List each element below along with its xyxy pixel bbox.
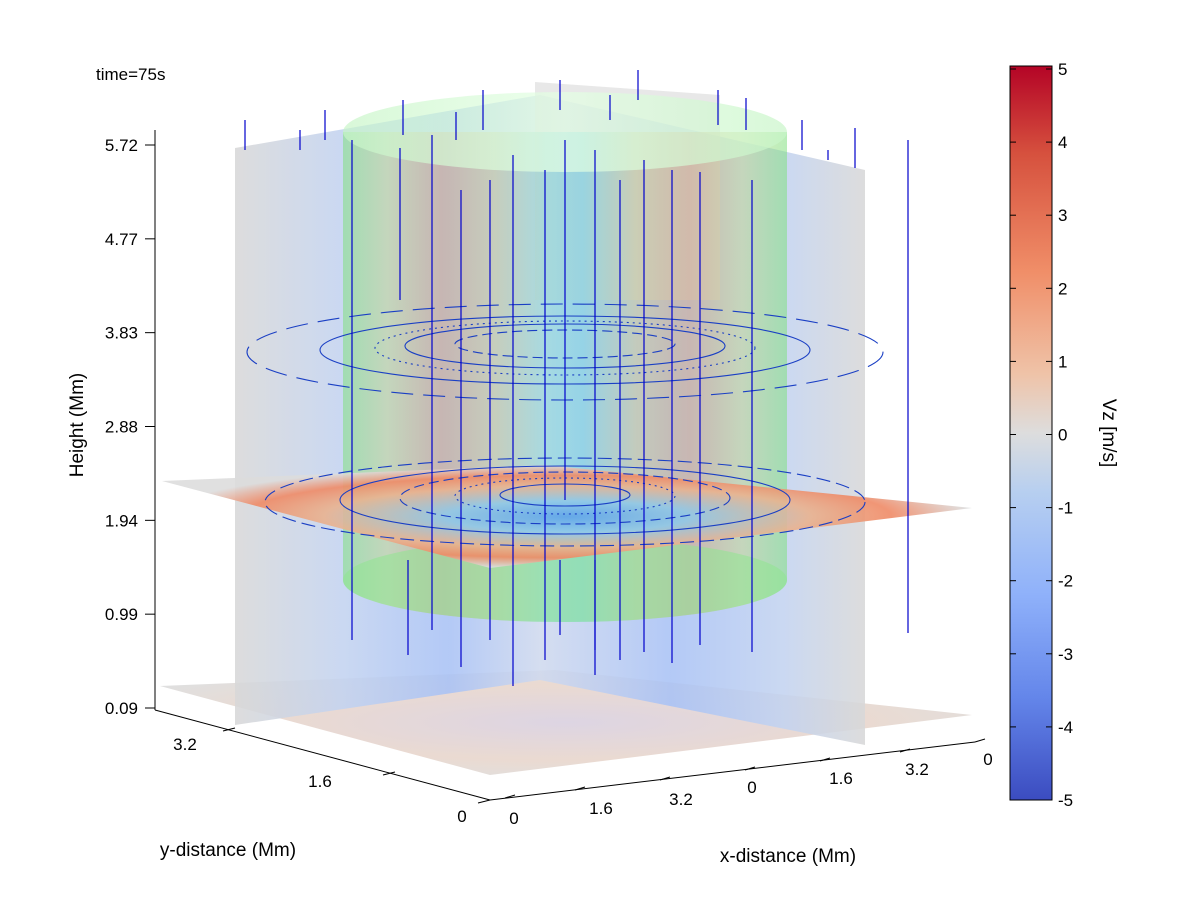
y-axis-line xyxy=(154,709,491,801)
y-axis-ticks: 0 1.6 3.2 xyxy=(173,727,491,826)
y-tick-label: 3.2 xyxy=(173,735,197,754)
colorbar-tick-label: 0 xyxy=(1058,426,1067,445)
x-tick-mark xyxy=(504,794,516,799)
colorbar: 5 4 3 2 1 0 -1 -2 -3 -4 -5 Vz [m/s] xyxy=(1009,60,1119,810)
x-tick-label: 1.6 xyxy=(829,769,853,788)
colorbar-tick-label: 4 xyxy=(1058,133,1067,152)
x-tick-label: 0 xyxy=(983,750,992,769)
y-tick-mark xyxy=(222,727,236,732)
colorbar-tick-label: 1 xyxy=(1058,352,1067,371)
z-tick-label: 1.94 xyxy=(105,511,138,530)
x-axis-title: x-distance (Mm) xyxy=(720,846,856,867)
colorbar-ticks: 5 4 3 2 1 0 -1 -2 -3 -4 -5 xyxy=(1010,60,1073,810)
colorbar-tick-label: -5 xyxy=(1058,791,1073,810)
z-axis-title: Height (Mm) xyxy=(67,373,88,478)
axes-frame xyxy=(154,130,976,801)
colorbar-gradient xyxy=(1009,65,1053,801)
x-tick-mark xyxy=(974,738,986,743)
z-tick-label: 4.77 xyxy=(105,230,138,249)
colorbar-tick-label: -2 xyxy=(1058,572,1073,591)
y-tick-mark xyxy=(382,771,396,776)
flux-tube-top xyxy=(343,92,787,172)
x-tick-mark xyxy=(574,786,586,791)
middle-slice-plane xyxy=(162,465,972,568)
x-tick-mark xyxy=(819,757,831,762)
colorbar-tick-label: -3 xyxy=(1058,645,1073,664)
colorbar-title: Vz [m/s] xyxy=(1098,399,1119,468)
y-tick-mark xyxy=(477,799,491,804)
colorbar-tick-label: 2 xyxy=(1058,279,1067,298)
contour-ring xyxy=(454,477,676,515)
x-tick-label: 3.2 xyxy=(905,760,929,779)
z-tick-label: 0.09 xyxy=(105,699,138,718)
x-tick-mark xyxy=(659,776,671,781)
z-tick-label: 2.88 xyxy=(105,418,138,437)
z-tick-label: 3.83 xyxy=(105,324,138,343)
x-axis-ticks: 0 1.6 3.2 0 1.6 3.2 0 xyxy=(504,738,993,828)
y-axis-title: y-distance (Mm) xyxy=(160,840,296,861)
colorbar-tick-label: 3 xyxy=(1058,206,1067,225)
x-axis-line xyxy=(489,741,976,801)
colorbar-tick-label: 5 xyxy=(1058,60,1067,79)
y-tick-label: 1.6 xyxy=(308,772,332,791)
x-tick-label: 3.2 xyxy=(669,790,693,809)
colorbar-tick-label: -1 xyxy=(1058,499,1073,518)
x-tick-mark xyxy=(744,766,756,771)
time-annotation: time=75s xyxy=(96,65,165,84)
z-tick-label: 0.99 xyxy=(105,605,138,624)
colorbar-tick-label: -4 xyxy=(1058,718,1073,737)
y-tick-label: 0 xyxy=(457,807,466,826)
x-tick-label: 0 xyxy=(509,809,518,828)
x-tick-label: 1.6 xyxy=(589,799,613,818)
z-tick-label: 5.72 xyxy=(105,136,138,155)
z-axis-ticks: 0.09 0.99 1.94 2.88 3.83 4.77 5.72 xyxy=(105,136,155,718)
flux-tube-bottom xyxy=(343,538,787,622)
contour-ring xyxy=(374,320,756,376)
x-tick-label: 0 xyxy=(747,778,756,797)
x-tick-mark xyxy=(899,748,911,753)
field-lines xyxy=(244,70,909,686)
